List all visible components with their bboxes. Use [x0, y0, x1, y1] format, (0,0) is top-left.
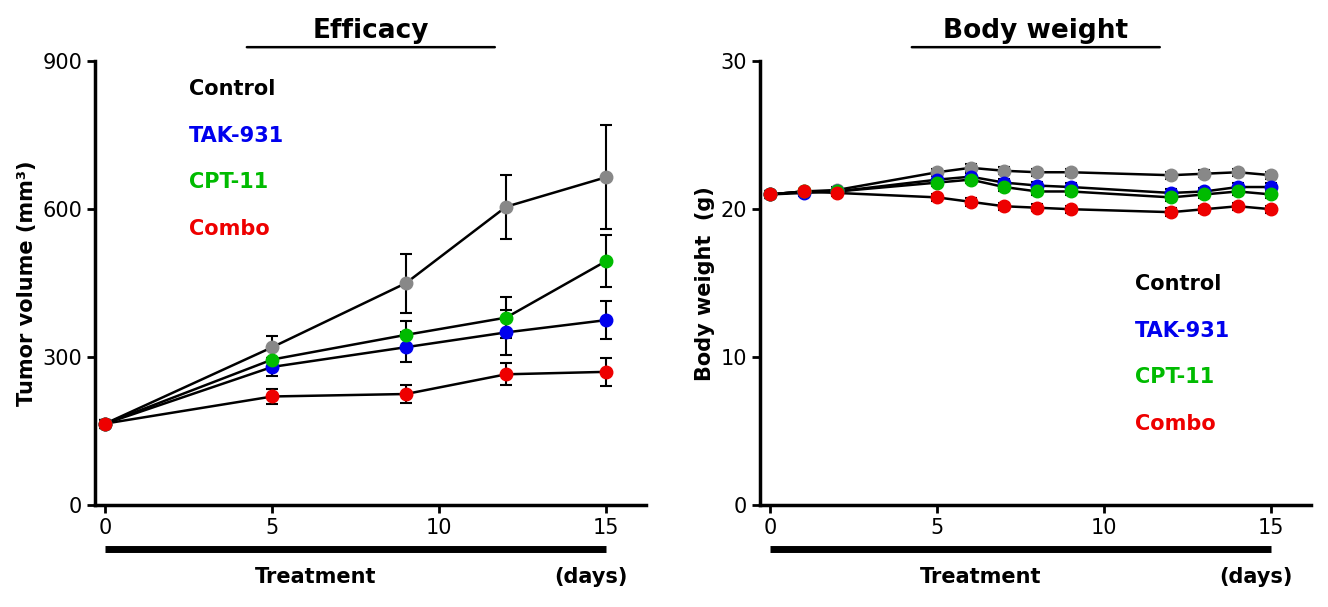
- Y-axis label: Tumor volume (mm³): Tumor volume (mm³): [17, 160, 37, 406]
- Text: Treatment: Treatment: [255, 567, 376, 587]
- Text: (days): (days): [1219, 567, 1293, 587]
- Text: Combo: Combo: [1135, 414, 1215, 434]
- Text: Treatment: Treatment: [920, 567, 1041, 587]
- Text: (days): (days): [555, 567, 628, 587]
- Y-axis label: Body weight  (g): Body weight (g): [695, 186, 714, 381]
- Text: CPT-11: CPT-11: [189, 172, 268, 192]
- Text: TAK-931: TAK-931: [1135, 321, 1230, 341]
- Text: TAK-931: TAK-931: [189, 126, 284, 146]
- Text: Efficacy: Efficacy: [312, 18, 429, 44]
- Text: Control: Control: [189, 79, 275, 99]
- Text: Control: Control: [1135, 274, 1222, 294]
- Text: Combo: Combo: [189, 219, 270, 239]
- Text: CPT-11: CPT-11: [1135, 367, 1214, 387]
- Text: Body weight: Body weight: [943, 18, 1129, 44]
